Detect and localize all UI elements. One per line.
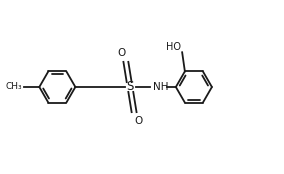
Text: O: O bbox=[135, 116, 143, 126]
Text: HO: HO bbox=[166, 42, 181, 52]
Text: O: O bbox=[117, 48, 125, 58]
Text: NH: NH bbox=[153, 82, 168, 92]
Text: CH₃: CH₃ bbox=[6, 82, 22, 92]
Text: S: S bbox=[126, 81, 134, 93]
